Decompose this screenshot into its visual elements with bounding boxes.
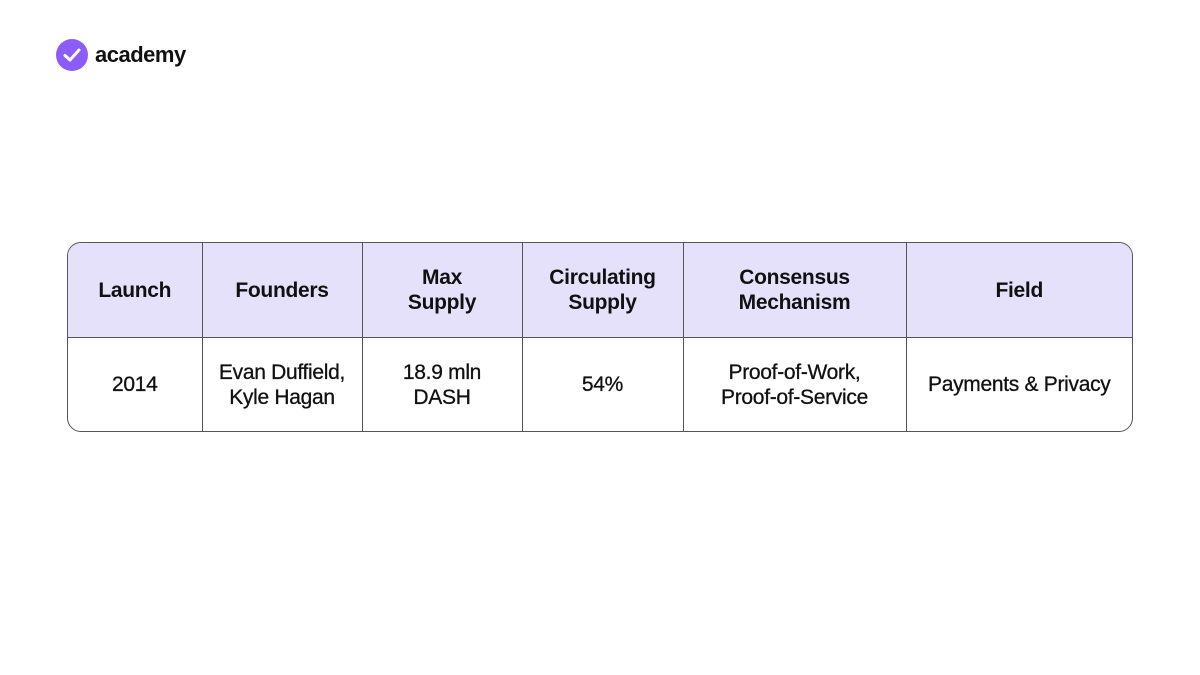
head-cell: Consensus Mechanism [682,243,906,338]
cell-text: Payments & Privacy [928,373,1111,396]
head-cell: Field [905,243,1132,338]
cell-text: Field [995,278,1043,302]
cell-text: DASH [413,385,471,409]
cell-text: Supply [407,291,477,314]
cell-text: Kyle Hagan [229,385,335,409]
cell-text: Founders [235,278,329,302]
cell-text: Max [422,266,462,289]
table-frame: Launch Founders Max Supply Circulating Supply… [67,242,1133,432]
body-cell: 18.9 mln DASH [361,337,522,431]
body-cell: Evan Duffield, Kyle Hagan [201,337,362,431]
logo: academy [56,39,186,71]
cell-text: 18.9 mln [402,360,482,384]
brand-name: academy [95,42,186,67]
body-cell: Payments & Privacy [905,337,1132,431]
head-cell: Launch [68,243,202,338]
head-cell: Founders [201,243,362,338]
cell-text: 2014 [111,373,158,396]
head-row: Launch Founders Max Supply Circulating Supply… [68,243,1132,338]
body-cell: Proof-of-Work, Proof-of-Service [682,337,906,431]
cell-text: Supply [568,291,637,314]
cell-text: 54% [581,373,624,396]
cell-text: Mechanism [738,291,851,314]
body-cell: 2014 [68,338,202,432]
cell-text: Proof-of-Service [721,385,869,409]
body-row: 2014 Evan Duffield, Kyle Hagan 18.9 mln DASH… [68,337,1132,432]
table: Launch Founders Max Supply Circulating Supply… [68,243,1132,431]
cell-text: Circulating [549,266,656,289]
head-cell: Circulating Supply [521,243,683,338]
cell-text: Launch [98,278,172,302]
logo-icon [56,39,88,71]
cell-text: Proof-of-Work, [728,360,861,384]
head-cell: Max Supply [361,243,522,338]
cell-text: Consensus [739,266,850,289]
cell-text: Evan Duffield, [218,360,346,384]
body-cell: 54% [521,337,683,431]
